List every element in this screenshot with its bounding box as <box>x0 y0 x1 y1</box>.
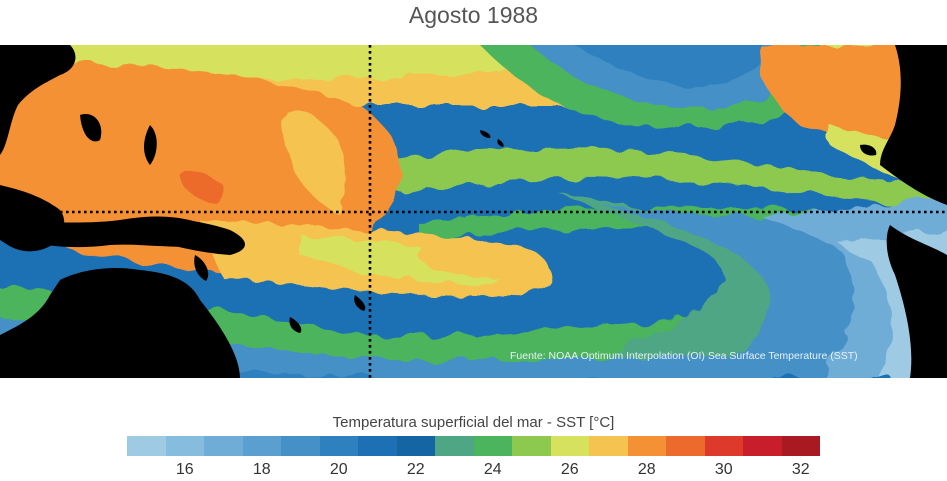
colorbar-segment <box>165 436 204 456</box>
colorbar-tick-label: 24 <box>483 461 502 478</box>
colorbar-segment <box>358 436 397 456</box>
colorbar-tick-label: 32 <box>791 461 810 478</box>
colorbar-segment <box>550 436 589 456</box>
map-title: Agosto 1988 <box>408 2 539 28</box>
colorbar-title: Temperatura superficial del mar - SST [°… <box>332 414 615 431</box>
colorbar-tick-label: 16 <box>175 461 194 478</box>
colorbar-tick-label: 30 <box>714 461 733 478</box>
colorbar-segment <box>512 436 551 456</box>
colorbar-tick-label: 26 <box>560 461 579 478</box>
colorbar-segment <box>743 436 782 456</box>
colorbar <box>127 436 820 456</box>
colorbar-ticks: 16 18 20 22 24 26 28 30 32 <box>0 461 947 481</box>
colorbar-segment <box>435 436 474 456</box>
colorbar-segment <box>666 436 705 456</box>
colorbar-segment <box>396 436 435 456</box>
colorbar-segment <box>627 436 666 456</box>
land <box>0 45 947 378</box>
sst-map <box>0 45 947 378</box>
source-credit: Fuente: NOAA Optimum Interpolation (OI) … <box>510 350 858 362</box>
colorbar-segment <box>204 436 243 456</box>
colorbar-tick-label: 28 <box>637 461 656 478</box>
colorbar-segment <box>704 436 743 456</box>
colorbar-tick-label: 20 <box>329 461 348 478</box>
colorbar-tick-label: 22 <box>406 461 425 478</box>
colorbar-tick-label: 18 <box>252 461 271 478</box>
colorbar-segment <box>127 436 166 456</box>
colorbar-segment <box>589 436 628 456</box>
colorbar-segment <box>281 436 320 456</box>
colorbar-segment <box>781 436 820 456</box>
colorbar-segment <box>473 436 512 456</box>
colorbar-segment <box>242 436 281 456</box>
colorbar-segment <box>319 436 358 456</box>
